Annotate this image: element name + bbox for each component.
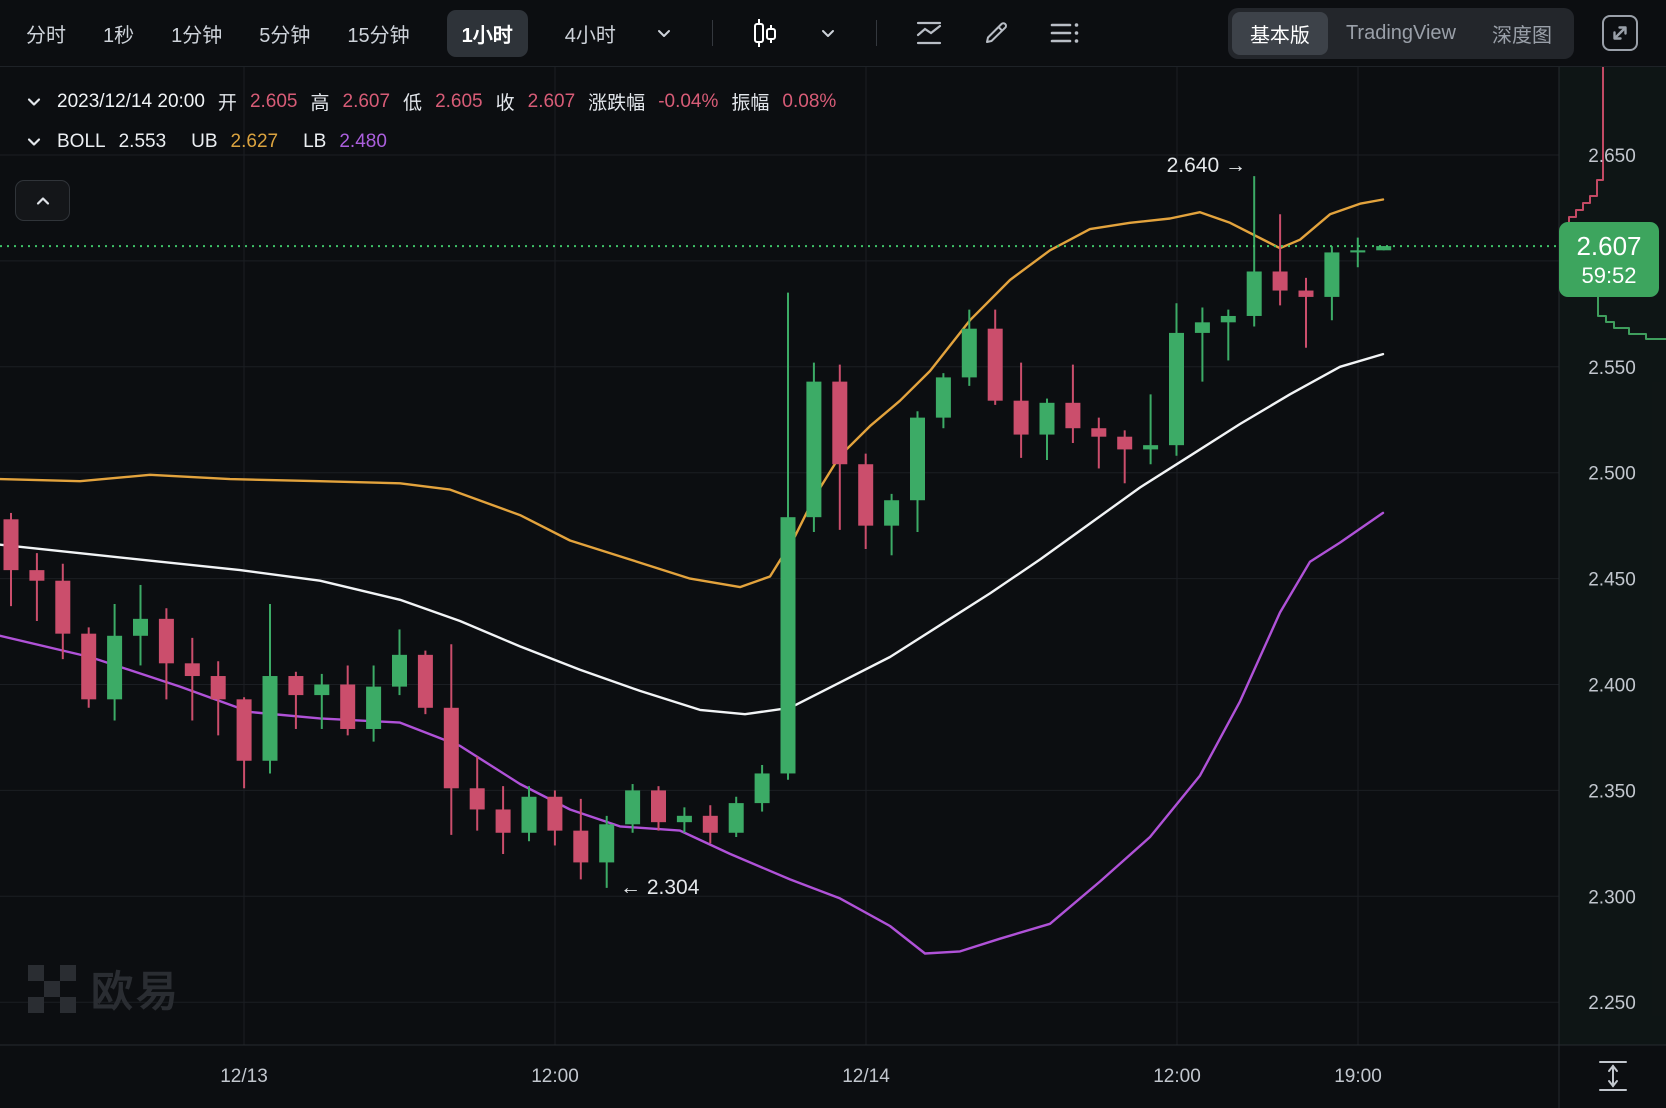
open-value: 2.605 — [249, 90, 298, 112]
chart-mode-switcher: 基本版 TradingView 深度图 — [1227, 7, 1574, 59]
change-label: 涨跌幅 — [588, 93, 646, 114]
timeframe-1s[interactable]: 1秒 — [103, 24, 135, 47]
low-label: 低 — [403, 93, 423, 114]
boll-ub-value: 2.627 — [230, 131, 279, 152]
svg-text:2.650: 2.650 — [1588, 146, 1636, 167]
svg-text:2.300: 2.300 — [1588, 887, 1636, 908]
svg-text:12/14: 12/14 — [842, 1066, 890, 1087]
svg-text:2.250: 2.250 — [1588, 993, 1636, 1014]
collapse-ohlc-chevron-down-icon[interactable] — [24, 92, 44, 112]
ohlc-info-bar: 2023/12/14 20:00 开 2.605 高 2.607 低 2.605… — [24, 88, 836, 115]
close-label: 收 — [495, 93, 515, 114]
svg-text:2.450: 2.450 — [1588, 570, 1636, 591]
svg-text:12:00: 12:00 — [1153, 1066, 1201, 1087]
timeframe-1m[interactable]: 1分钟 — [171, 24, 223, 47]
okx-logo-icon — [28, 964, 76, 1013]
candle-timestamp: 2023/12/14 20:00 — [57, 90, 205, 112]
boll-label: BOLL — [57, 131, 106, 152]
candle-style-icon[interactable] — [750, 17, 780, 49]
low-value: 2.605 — [435, 90, 483, 112]
collapse-panel-button[interactable] — [15, 180, 70, 221]
candle-countdown: 59:52 — [1581, 263, 1637, 288]
toolbar: 分时 1秒 1分钟 5分钟 15分钟 1小时 4小时 — [0, 0, 1666, 67]
candle-style-chevron-down-icon[interactable] — [817, 22, 839, 44]
high-value: 2.607 — [342, 90, 391, 112]
autofit-scale-icon[interactable] — [1599, 1061, 1627, 1091]
timeframe-group: 分时 1秒 1分钟 5分钟 15分钟 1小时 4小时 — [26, 9, 1082, 57]
okx-watermark: 欧易 — [28, 958, 181, 1019]
close-value: 2.607 — [527, 90, 576, 112]
tab-tradingview[interactable]: TradingView — [1345, 21, 1456, 44]
boll-info-bar: BOLL 2.553 UB 2.627 LB 2.480 — [24, 131, 387, 153]
timeframe-more-chevron-down-icon[interactable] — [653, 22, 675, 44]
timeframe-minute-line[interactable]: 分时 — [26, 24, 66, 47]
settings-list-icon[interactable] — [1048, 18, 1082, 48]
change-value: -0.04% — [658, 90, 719, 112]
high-label: 高 — [310, 93, 330, 114]
toolbar-divider — [875, 20, 877, 46]
last-price-box[interactable]: 2.607 59:52 — [1559, 222, 1659, 297]
timeframe-5m[interactable]: 5分钟 — [259, 24, 311, 47]
boll-lb-label: LB — [303, 131, 327, 152]
timeframe-1h[interactable]: 1小时 — [446, 9, 528, 57]
svg-text:2.550: 2.550 — [1588, 358, 1636, 379]
fullscreen-expand-icon[interactable] — [1600, 13, 1640, 53]
watermark-text: 欧易 — [91, 968, 182, 1015]
svg-text:12/13: 12/13 — [220, 1066, 268, 1087]
indicators-icon[interactable] — [914, 18, 944, 48]
svg-text:2.500: 2.500 — [1588, 464, 1636, 485]
timeframe-4h[interactable]: 4小时 — [564, 24, 616, 47]
svg-text:2.350: 2.350 — [1588, 781, 1636, 802]
boll-mid-value: 2.553 — [118, 131, 167, 152]
boll-lb-value: 2.480 — [339, 131, 387, 152]
collapse-boll-chevron-down-icon[interactable] — [24, 132, 44, 152]
amplitude-label: 振幅 — [731, 93, 770, 114]
last-price-value: 2.607 — [1576, 230, 1642, 261]
open-label: 开 — [217, 93, 237, 114]
tab-depth-chart[interactable]: 深度图 — [1492, 24, 1552, 47]
timeframe-15m[interactable]: 15分钟 — [347, 24, 410, 47]
svg-text:12:00: 12:00 — [531, 1066, 579, 1087]
svg-text:2.400: 2.400 — [1588, 676, 1636, 697]
svg-text:← 2.304: ← 2.304 — [620, 876, 700, 899]
toolbar-divider — [711, 20, 713, 46]
draw-pencil-icon[interactable] — [981, 18, 1011, 48]
svg-text:19:00: 19:00 — [1334, 1066, 1382, 1087]
tab-basic-version[interactable]: 基本版 — [1231, 11, 1328, 55]
svg-text:2.640 →: 2.640 → — [1167, 154, 1246, 177]
amplitude-value: 0.08% — [782, 90, 837, 112]
boll-ub-label: UB — [191, 131, 218, 152]
